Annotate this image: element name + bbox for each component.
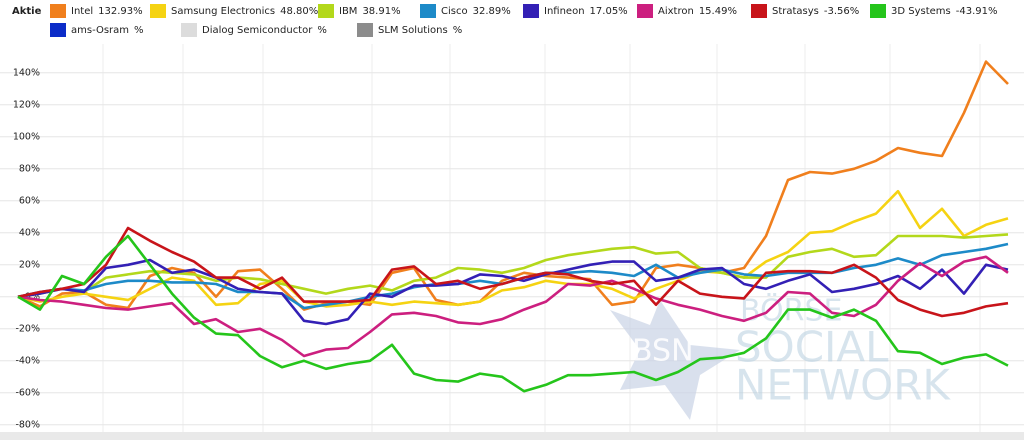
legend-change: 48.80% [280,6,318,17]
watermark-logo: BSN [632,334,694,369]
legend-swatch [50,23,66,37]
y-tick-label: 100% [13,131,40,142]
y-tick-label: 0% [25,291,40,302]
y-tick-label: 120% [13,99,40,110]
legend-name: Infineon [544,6,585,17]
legend-change: 32.89% [473,6,511,17]
legend-label: Infineon 17.05% [544,6,628,17]
series-line [17,233,1009,299]
legend-label: ams-Osram% [71,25,144,36]
y-tick-label: -20% [15,323,40,334]
legend-change: 132.93% [98,6,143,17]
legend-change: -3.56% [824,6,859,17]
legend-name: Stratasys [772,6,819,17]
legend-swatch [357,23,373,37]
series-line [17,226,1009,318]
watermark: BSN BÖRSE SOCIAL NETWORK [610,293,951,420]
legend-label: Stratasys -3.56% [772,6,859,17]
legend-label: Cisco 32.89% [441,6,511,17]
legend-change: 38.91% [362,6,400,17]
legend-name: Aixtron [658,6,694,17]
y-tick-label: 140% [13,67,40,78]
legend-change: 17.05% [590,6,628,17]
legend-swatch [523,4,539,18]
legend-name: ams-Osram [71,25,129,36]
series-line [17,234,1009,393]
legend-label: SLM Solutions% [378,25,462,36]
legend-change: -43.91% [956,6,998,17]
legend-swatch [181,23,197,37]
legend-label: 3D Systems -43.91% [891,6,998,17]
legend-change: % [134,25,144,36]
legend-label: Intel 132.93% [71,6,143,17]
legend-swatch [150,4,166,18]
y-tick-label: 20% [19,259,40,270]
legend-swatch [318,4,334,18]
legend-swatch [870,4,886,18]
legend-label: Samsung Electronics 48.80% [171,6,318,17]
legend-swatch [637,4,653,18]
legend-name: SLM Solutions [378,25,448,36]
y-tick-label: -80% [15,419,40,430]
legend-name: Samsung Electronics [171,6,275,17]
legend-name: 3D Systems [891,6,951,17]
legend-header: Aktie [12,6,42,17]
series-line [17,189,1009,308]
legend-label: Dialog Semiconductor% [202,25,327,36]
legend-swatch [50,4,66,18]
watermark-text: NETWORK [735,361,951,410]
y-tick-label: -40% [15,355,40,366]
legend-name: Dialog Semiconductor [202,25,313,36]
watermark-text: SOCIAL [735,323,889,372]
legend-swatch [751,4,767,18]
x-axis-strip [0,432,1024,440]
y-tick-label: 80% [19,163,40,174]
legend-name: Intel [71,6,93,17]
y-tick-label: 60% [19,195,40,206]
y-tick-label: 40% [19,227,40,238]
y-tick-label: -60% [15,387,40,398]
legend-change: % [317,25,327,36]
legend-swatch [420,4,436,18]
legend-change: 15.49% [699,6,737,17]
legend-name: Cisco [441,6,468,17]
legend-name: IBM [339,6,357,17]
legend-change: % [453,25,463,36]
legend-label: Aixtron 15.49% [658,6,737,17]
series-line [17,258,1009,326]
legend-label: IBM 38.91% [339,6,401,17]
